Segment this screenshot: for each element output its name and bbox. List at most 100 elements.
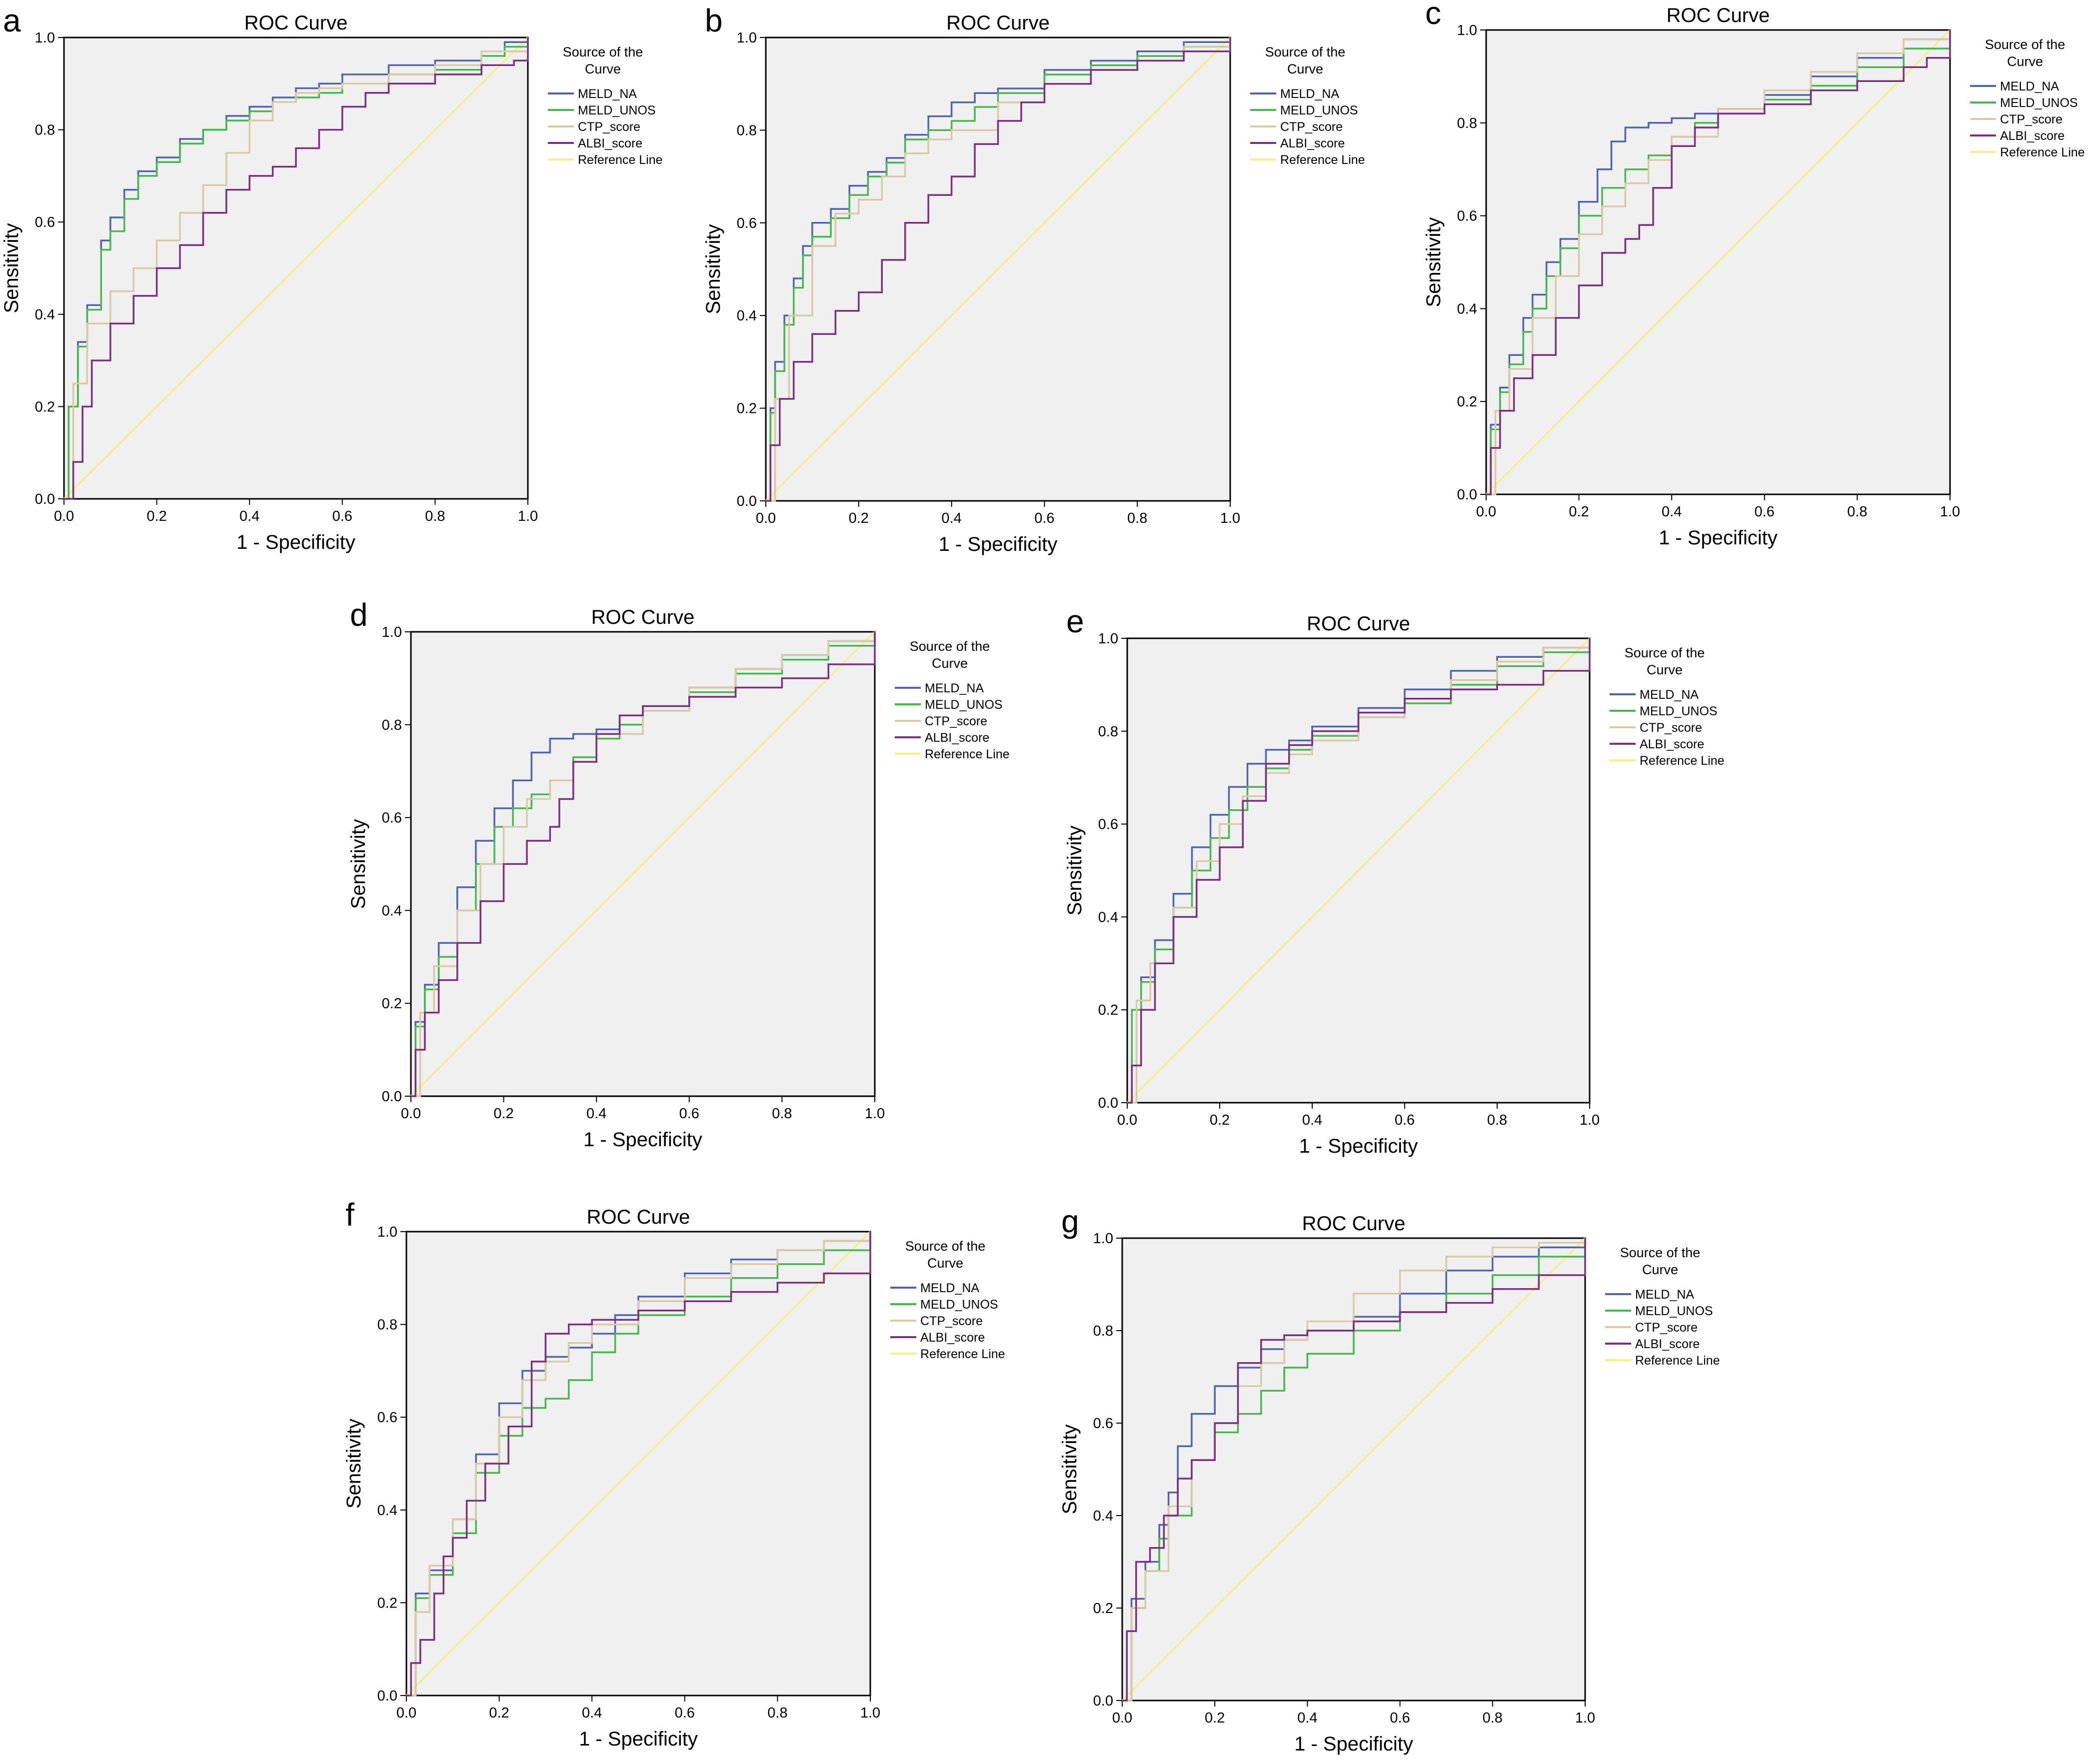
x-tick-label: 1.0 <box>1220 510 1240 526</box>
x-tick-label: 0.6 <box>1034 510 1054 526</box>
series-line-ctp-score <box>1122 1238 1586 1702</box>
series-line-ctp-score <box>406 1232 871 1697</box>
legend-label: CTP_score <box>1635 1321 1698 1335</box>
panel-b: b ROC Curve 0.0 0.2 0.4 0.6 0.8 1.0 0.0 0.2 0.4 0.6… <box>702 2 1365 555</box>
legend-label: MELD_UNOS <box>1280 103 1358 117</box>
legend-title: Source of the <box>563 44 643 59</box>
y-tick-label: 0.6 <box>377 1410 397 1426</box>
x-tick-label: 0.4 <box>586 1106 606 1122</box>
panel-a: a ROC Curve 0.0 0.2 0.4 0.6 0.8 1.0 0.0 0.2 0.4 0.6… <box>0 2 663 553</box>
y-axis-label: Sensitivity <box>1423 217 1445 307</box>
series-line-albi-score <box>1122 1238 1586 1702</box>
y-axis-label: Sensitivity <box>1059 1424 1081 1514</box>
y-axis-label: Sensitivity <box>343 1419 365 1509</box>
series-line-albi-score <box>1486 30 1951 495</box>
legend-label: CTP_score <box>1640 721 1702 735</box>
series-line-reference-line <box>1121 1237 1586 1702</box>
x-tick-label: 0.6 <box>675 1705 695 1721</box>
legend-title: Curve <box>1642 1262 1678 1277</box>
chart-title: ROC Curve <box>587 1206 690 1228</box>
y-tick-label: 0.4 <box>1093 1508 1113 1524</box>
legend-label: MELD_NA <box>920 1281 979 1295</box>
legend-label: CTP_score <box>920 1314 983 1328</box>
series-line-reference-line <box>63 36 529 500</box>
x-tick-label: 0.2 <box>146 508 166 524</box>
legend-title: Curve <box>1647 662 1683 677</box>
x-tick-label: 0.8 <box>425 508 445 524</box>
legend-label: CTP_score <box>1280 120 1343 134</box>
x-tick-label: 0.4 <box>1662 504 1682 520</box>
legend-label: MELD_UNOS <box>920 1298 998 1312</box>
legend-title: Source of the <box>1265 44 1346 59</box>
legend-title: Source of the <box>910 639 990 654</box>
series-line-albi-score <box>406 1232 871 1697</box>
y-tick-label: 0.4 <box>737 308 757 324</box>
y-tick-label: 0.2 <box>1457 394 1477 410</box>
legend-label: MELD_UNOS <box>578 103 656 117</box>
legend-label: MELD_UNOS <box>1640 704 1718 718</box>
legend-label: Reference Line <box>1640 754 1725 768</box>
x-tick-label: 0.6 <box>1390 1710 1410 1726</box>
y-tick-label: 0.2 <box>382 996 402 1012</box>
x-tick-label: 0.8 <box>1847 504 1867 520</box>
legend-label: Reference Line <box>925 747 1010 761</box>
y-tick-label: 1.0 <box>1098 631 1118 647</box>
legend-label: MELD_NA <box>1280 87 1339 101</box>
panel-g: g ROC Curve 0.0 0.2 0.4 0.6 0.8 1.0 0.0 0.2 0.4 0.6… <box>1059 1203 1720 1755</box>
y-tick-label: 1.0 <box>382 624 402 640</box>
legend-title: Curve <box>585 61 621 76</box>
legend-label: MELD_NA <box>2000 79 2059 93</box>
panel-letter: a <box>3 2 21 38</box>
y-tick-label: 1.0 <box>35 30 55 46</box>
x-tick-label: 0.2 <box>1210 1112 1230 1128</box>
panel-d: d ROC Curve 0.0 0.2 0.4 0.6 0.8 1.0 0.0 0.2 0.4 0.6… <box>347 597 1010 1151</box>
x-tick-label: 1.0 <box>518 508 538 524</box>
chart-title: ROC Curve <box>591 606 695 628</box>
x-tick-label: 0.0 <box>1112 1710 1132 1726</box>
legend-label: Reference Line <box>1635 1354 1720 1368</box>
y-tick-label: 0.6 <box>382 810 402 826</box>
x-tick-label: 0.8 <box>1127 510 1147 526</box>
x-tick-label: 0.0 <box>401 1106 421 1122</box>
y-tick-label: 0.4 <box>377 1503 397 1519</box>
y-axis-label: Sensitivity <box>347 819 369 909</box>
y-tick-label: 0.8 <box>382 717 402 733</box>
y-tick-label: 0.8 <box>1457 115 1477 131</box>
y-axis-label: Sensitivity <box>702 224 724 314</box>
x-tick-label: 1.0 <box>865 1106 885 1122</box>
panel-letter: c <box>1425 0 1441 31</box>
legend-label: ALBI_score <box>925 731 989 745</box>
series-line-reference-line <box>405 1231 871 1697</box>
series-line-meld-unos <box>1122 1238 1586 1702</box>
y-tick-label: 0.2 <box>737 401 757 417</box>
legend-label: CTP_score <box>925 714 987 728</box>
x-tick-label: 0.0 <box>1476 504 1496 520</box>
y-axis-label: Sensitivity <box>1064 825 1086 915</box>
legend-label: MELD_NA <box>578 87 637 101</box>
y-tick-label: 0.6 <box>737 215 757 231</box>
y-tick-label: 0.6 <box>1093 1416 1113 1432</box>
y-tick-label: 0.8 <box>737 122 757 138</box>
panel-f: f ROC Curve 0.0 0.2 0.4 0.6 0.8 1.0 0.0 0.2 0.4 0.6… <box>343 1197 1005 1750</box>
legend-label: ALBI_score <box>578 136 642 150</box>
legend-label: MELD_NA <box>1635 1288 1694 1302</box>
y-tick-label: 1.0 <box>1093 1231 1113 1247</box>
series-line-albi-score <box>766 37 1231 502</box>
x-tick-label: 0.0 <box>396 1705 416 1721</box>
chart-title: ROC Curve <box>946 12 1050 34</box>
y-tick-label: 0.4 <box>1457 301 1477 317</box>
x-tick-label: 1.0 <box>1580 1112 1600 1128</box>
x-tick-label: 1.0 <box>860 1705 880 1721</box>
x-axis-label: 1 - Specificity <box>939 533 1058 555</box>
x-axis-label: 1 - Specificity <box>1659 527 1778 549</box>
y-tick-label: 0.4 <box>35 307 55 323</box>
x-tick-label: 0.2 <box>1569 504 1589 520</box>
x-tick-label: 0.2 <box>1205 1710 1225 1726</box>
panel-c: c ROC Curve 0.0 0.2 0.4 0.6 0.8 1.0 0.0 0.2 0.4 0.6… <box>1423 0 2085 549</box>
x-tick-label: 0.0 <box>1117 1112 1137 1128</box>
legend-title: Curve <box>1287 61 1323 76</box>
legend-label: MELD_NA <box>1640 688 1699 702</box>
panel-letter: g <box>1061 1203 1079 1239</box>
panel-e: e ROC Curve 0.0 0.2 0.4 0.6 0.8 1.0 0.0 0.2 0.4 0.6… <box>1064 603 1725 1157</box>
